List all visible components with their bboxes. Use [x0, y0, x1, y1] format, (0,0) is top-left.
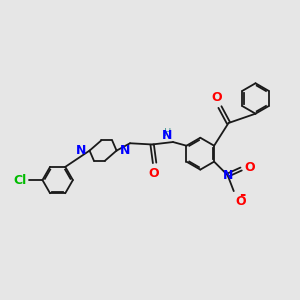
- Text: H: H: [164, 128, 172, 138]
- Text: N: N: [222, 169, 233, 182]
- Text: Cl: Cl: [13, 174, 26, 187]
- Text: N: N: [76, 144, 87, 157]
- Text: O: O: [235, 195, 246, 208]
- Text: O: O: [211, 91, 222, 104]
- Text: O: O: [245, 161, 255, 174]
- Text: N: N: [119, 144, 130, 157]
- Text: -: -: [239, 187, 245, 202]
- Text: N: N: [161, 128, 172, 142]
- Text: O: O: [148, 167, 159, 180]
